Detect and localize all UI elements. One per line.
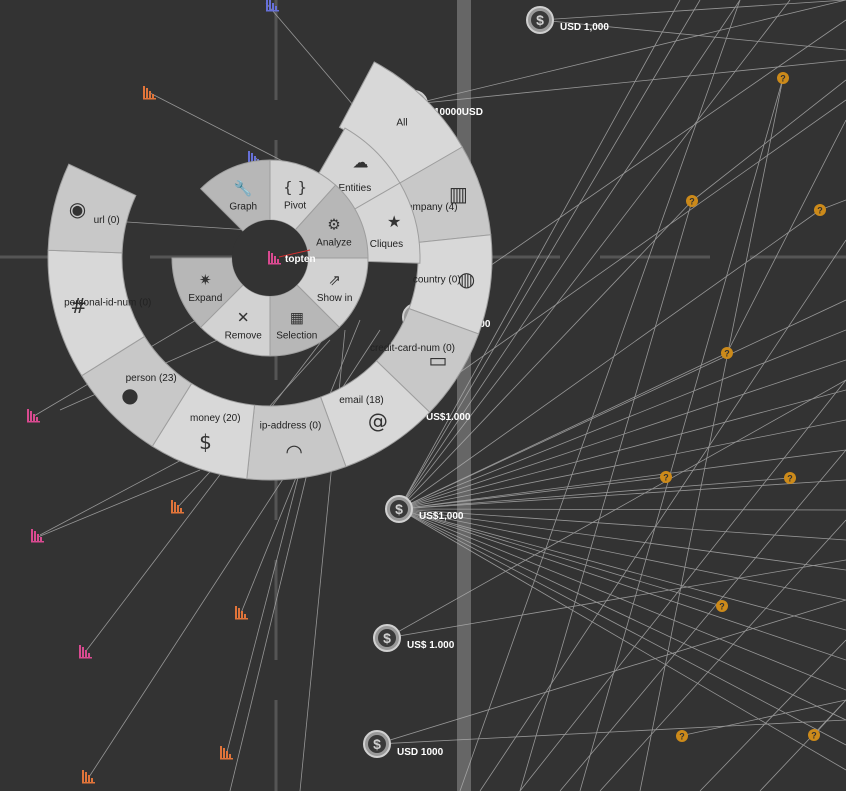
menu-item-label: country (0) [413,274,461,285]
person-icon: ● [121,383,138,407]
svg-text:?: ? [780,74,786,84]
money-node-label: US$ 1.000 [407,640,455,651]
document-icon[interactable] [235,606,248,620]
document-icon[interactable] [79,645,92,659]
dollar-icon: $ [536,12,544,28]
svg-text:?: ? [679,732,685,742]
center-node[interactable]: topten [232,220,316,296]
money-node[interactable]: $ US$ 1.000 [373,624,455,652]
menu-item-money[interactable]: $ money (20) [151,382,256,480]
ring-inner: 🔧 Graph { } Pivot ⚙ Analyze ⇗ Show in ▦ Selection… [171,159,369,357]
globe-icon: ◍ [458,267,475,291]
menu-item-label: money (20) [190,413,241,424]
ring-outer: All▥company (4)◍country (0)▭credit-card-… [47,61,493,481]
menu-item-email[interactable]: @ email (18) [319,360,431,468]
question-icon[interactable]: ? [784,472,796,484]
menu-item-label: company (4) [402,202,458,213]
cloud-icon: ☁ [353,152,369,171]
menu-item-company[interactable]: ▥company (4) [397,146,492,244]
money-node-label: 10000USD [434,107,483,118]
starburst-icon: ✷ [199,271,212,289]
document-icon[interactable] [27,409,40,423]
menu-item-label: person (23) [126,373,177,384]
menu-item-label: credit-card-num (0) [370,343,455,354]
question-icon[interactable]: ? [716,600,728,612]
share-icon: ⇗ [328,271,341,289]
money-node-label: US$1,000 [419,511,464,522]
web-icon: ◉ [69,197,86,221]
question-icon[interactable]: ? [676,730,688,742]
question-icon[interactable]: ? [814,204,826,216]
money-node[interactable]: $ USD 1,000 [526,6,609,34]
menu-item-label: Pivot [284,201,306,212]
dollar-icon: $ [373,736,381,752]
money-node-label: USD 1,000 [560,22,609,33]
dollar-icon: $ [199,430,212,454]
svg-text:?: ? [787,474,793,484]
center-node-label: topten [285,254,316,265]
menu-item-expand[interactable]: ✷ Expand [171,257,244,329]
menu-item-label: All [396,117,407,128]
gear-icon: ⚙ [327,216,340,234]
question-icon[interactable]: ? [660,471,672,483]
svg-text:?: ? [719,602,725,612]
menu-item-label: email (18) [339,395,383,406]
radial-context-menu: All▥company (4)◍country (0)▭credit-card-… [47,61,493,481]
building-icon: ▥ [449,182,468,206]
menu-item-graph[interactable]: 🔧 Graph [199,159,271,232]
money-node-label: USD 1000 [397,747,444,758]
credit-card-icon: ▭ [428,348,447,372]
svg-text:?: ? [724,349,730,359]
question-icon[interactable]: ? [808,729,820,741]
money-node[interactable]: $ USD 1000 [363,730,444,758]
svg-text:?: ? [817,206,823,216]
menu-item-label: Analyze [316,238,352,249]
star-icon: ★ [387,212,401,231]
money-node-label: US$1.000 [426,412,471,423]
menu-item-country[interactable]: ◍country (0) [408,234,493,335]
dollar-icon: $ [383,630,391,646]
menu-item-label: personal-id-num (0) [64,297,151,308]
unknown-node-layer[interactable]: ????????? [660,72,826,742]
menu-item-label: url (0) [94,215,120,226]
braces-icon: { } [283,179,307,197]
question-icon[interactable]: ? [686,195,698,207]
menu-item-label: Remove [225,331,263,342]
menu-item-label: ip-address (0) [260,421,322,432]
document-icon[interactable] [143,86,156,100]
menu-item-label: Cliques [370,239,403,250]
menu-item-url[interactable]: ◉ url (0) [47,163,137,254]
svg-text:?: ? [689,197,695,207]
dollar-icon: $ [395,501,403,517]
svg-text:?: ? [811,731,817,741]
menu-item-label: Entities [338,183,371,194]
menu-item-label: Show in [317,293,353,304]
menu-item-label: Expand [188,293,222,304]
question-icon[interactable]: ? [721,347,733,359]
hash-icon: # [70,294,87,318]
document-icon[interactable] [220,746,233,760]
wifi-icon: ◠ [285,440,302,464]
close-icon: ✕ [237,309,250,327]
menu-item-label: Selection [276,331,317,342]
menu-item-label: Graph [229,201,257,212]
grid-icon: ▦ [290,309,304,327]
document-icon[interactable] [82,770,95,784]
wrench-icon: 🔧 [234,178,253,197]
svg-text:?: ? [663,473,669,483]
at-icon: @ [368,409,388,433]
menu-item-person[interactable]: ●person (23) [81,335,193,447]
money-node[interactable]: $ US$1,000 [385,495,464,523]
question-icon[interactable]: ? [777,72,789,84]
